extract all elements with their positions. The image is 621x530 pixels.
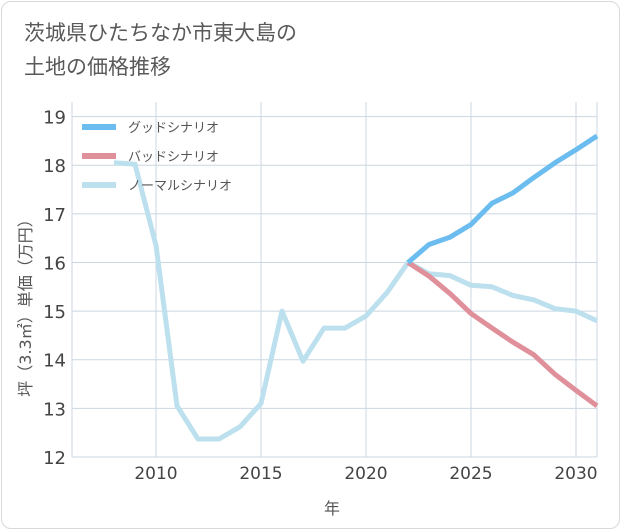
y-tick-label: 16 (43, 253, 66, 274)
x-tick-label: 2030 (554, 464, 597, 484)
series-line-normal (113, 160, 599, 442)
y-axis-label: 坪（3.3㎡）単価（万円） (16, 211, 35, 396)
x-tick-label: 2015 (239, 464, 282, 484)
grid-lines (71, 102, 598, 458)
series-lines (113, 133, 599, 442)
y-tick-label: 18 (43, 156, 66, 177)
chart-title: 茨城県ひたちなか市東大島の 土地の価格推移 (24, 21, 297, 79)
y-tick-label: 19 (43, 108, 66, 129)
x-tick-label: 2010 (134, 464, 177, 484)
y-tick-label: 17 (43, 205, 66, 226)
axes: 12 13 14 15 16 17 18 19 2010 2015 2020 2025 2030 (43, 108, 598, 484)
legend-label-good: グッドシナリオ (128, 121, 219, 136)
series-line-bad (406, 260, 599, 408)
x-tick-label: 2025 (449, 464, 492, 484)
legend-label-normal: ノーマルシナリオ (128, 179, 232, 194)
y-tick-label: 14 (43, 351, 66, 372)
series-line-good (406, 133, 599, 265)
y-tick-label: 15 (43, 302, 66, 323)
y-tick-label: 12 (43, 448, 66, 469)
x-tick-label: 2020 (344, 464, 387, 484)
x-axis-label: 年 (324, 499, 340, 518)
y-tick-label: 13 (43, 399, 66, 420)
legend-label-bad: バッドシナリオ (128, 150, 219, 165)
